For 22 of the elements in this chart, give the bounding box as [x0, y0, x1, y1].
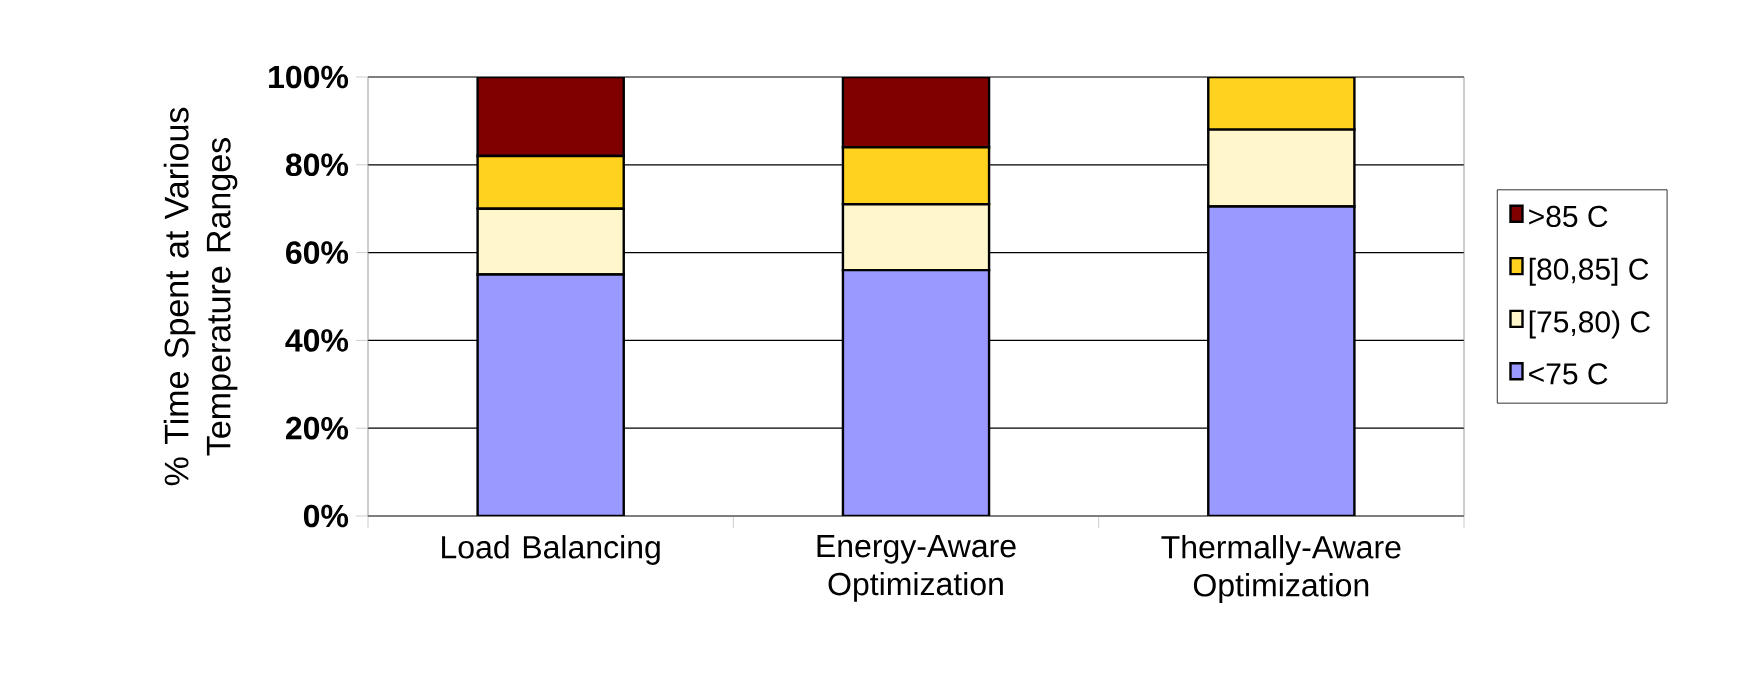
bar — [841, 76, 991, 149]
bar — [841, 268, 991, 516]
bar — [841, 146, 991, 206]
y-axis-title: % Time Spent at Various Temperature Ranges — [163, 107, 238, 486]
x-tick-label: Thermally-Aware Optimization — [1161, 535, 1401, 603]
bar — [1207, 205, 1356, 516]
y-tick-label: 80% — [285, 153, 349, 177]
y-tick-label: 100% — [269, 65, 349, 89]
bar — [476, 76, 625, 158]
bar — [476, 273, 625, 516]
legend-label: [75,80) C — [1529, 310, 1650, 339]
legend-label: [80,85] C — [1529, 257, 1649, 286]
bar — [476, 154, 625, 210]
y-tick-label: 20% — [285, 416, 349, 440]
legend-label: <75 C — [1529, 363, 1608, 385]
y-tick-label: 40% — [285, 329, 349, 352]
bar — [1207, 76, 1356, 131]
y-tick-label: 0% — [303, 504, 349, 528]
y-tick-label: 60% — [286, 241, 349, 264]
x-tick-label: Load Balancing — [442, 535, 660, 565]
x-tick-label: Energy-Aware Optimization — [817, 535, 1016, 602]
legend-label: >85 C — [1529, 205, 1608, 228]
